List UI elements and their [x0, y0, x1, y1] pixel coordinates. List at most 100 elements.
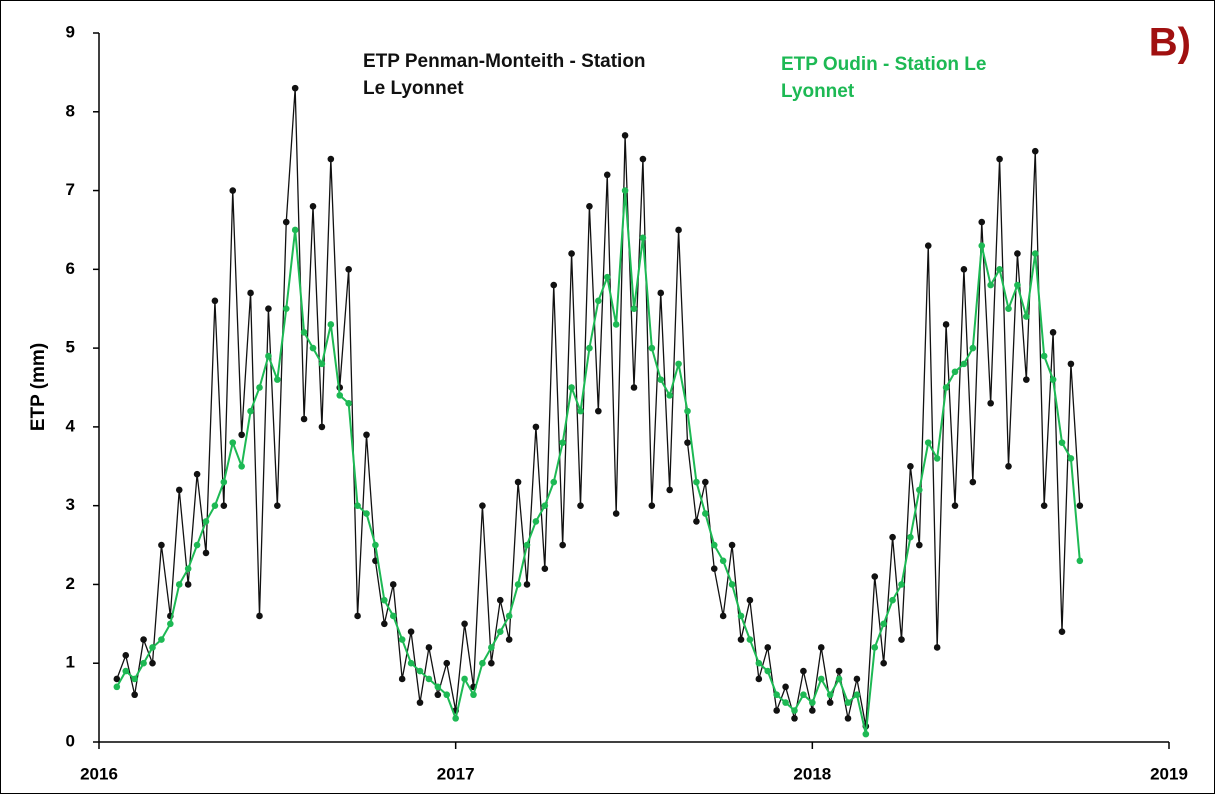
data-point — [523, 581, 531, 588]
data-point — [220, 502, 228, 509]
data-point — [389, 581, 397, 588]
data-point — [612, 321, 620, 328]
data-point — [131, 691, 138, 699]
data-point — [907, 533, 914, 541]
data-point — [728, 541, 736, 549]
data-point — [523, 541, 531, 549]
data-point — [880, 620, 887, 628]
data-point — [630, 384, 638, 391]
data-point — [898, 636, 905, 643]
data-point — [871, 644, 879, 651]
data-point — [416, 667, 424, 675]
series-line — [116, 88, 1081, 727]
data-point — [826, 699, 834, 706]
series-label: ETP Oudin - Station Le Lyonnet — [781, 54, 987, 102]
data-point — [657, 289, 665, 297]
data-point — [853, 691, 861, 699]
data-point — [800, 691, 807, 699]
data-point — [666, 392, 673, 399]
data-point — [719, 557, 727, 565]
data-point — [898, 581, 905, 588]
data-point — [844, 715, 852, 722]
data-point — [113, 683, 121, 691]
data-point — [755, 675, 763, 683]
data-point — [496, 628, 504, 636]
data-point — [559, 541, 566, 549]
data-point — [452, 715, 459, 722]
data-point — [443, 691, 451, 699]
data-point — [425, 675, 433, 683]
data-point — [951, 502, 959, 509]
data-point — [541, 565, 549, 572]
data-point — [300, 415, 308, 423]
data-point — [514, 581, 522, 588]
data-point — [978, 242, 986, 249]
data-point — [880, 659, 887, 667]
data-point — [764, 644, 772, 651]
data-point — [648, 502, 656, 509]
data-point — [247, 289, 254, 297]
data-point — [372, 541, 379, 549]
data-point — [675, 360, 682, 368]
data-point — [933, 644, 941, 651]
y-tick-label: 5 — [66, 338, 75, 357]
data-point — [149, 644, 156, 651]
data-point — [684, 439, 691, 446]
data-point — [737, 612, 745, 620]
data-point — [942, 321, 950, 328]
x-tick-label: 2018 — [793, 764, 831, 783]
y-tick-label: 8 — [66, 101, 75, 120]
data-point — [550, 281, 558, 289]
x-tick-label: 2016 — [80, 764, 118, 783]
data-point — [817, 675, 825, 683]
y-axis-label: ETP (mm) — [28, 343, 49, 431]
data-point — [996, 266, 1003, 273]
y-tick-label: 4 — [66, 416, 76, 435]
data-point — [1058, 439, 1066, 446]
data-point — [1067, 455, 1075, 462]
data-point — [514, 478, 522, 486]
data-point — [282, 305, 290, 313]
data-point — [960, 266, 968, 273]
data-point — [657, 376, 665, 383]
data-point — [434, 683, 442, 691]
data-point — [702, 510, 709, 517]
data-point — [639, 155, 647, 163]
data-point — [265, 305, 272, 313]
data-point — [247, 407, 254, 415]
y-tick-label: 9 — [66, 22, 75, 41]
data-point — [131, 675, 138, 683]
data-point — [603, 273, 611, 281]
data-point — [568, 384, 575, 391]
x-tick-label: 2019 — [1150, 764, 1188, 783]
data-point — [702, 478, 709, 486]
data-point — [407, 659, 415, 667]
data-point — [398, 675, 406, 683]
data-point — [1049, 376, 1057, 383]
data-point — [907, 462, 914, 470]
data-point — [300, 329, 308, 336]
data-point — [550, 478, 558, 486]
data-point — [532, 423, 540, 431]
data-point — [924, 439, 932, 446]
data-point — [809, 699, 816, 706]
data-point — [933, 455, 941, 462]
y-tick-label: 0 — [66, 731, 75, 750]
data-point — [586, 203, 593, 210]
data-point — [844, 699, 852, 706]
y-tick-label: 6 — [66, 259, 75, 278]
data-point — [782, 683, 789, 691]
data-point — [710, 541, 718, 549]
data-point — [193, 541, 201, 549]
data-point — [488, 644, 495, 651]
y-tick-label: 2 — [66, 574, 75, 593]
data-point — [202, 549, 210, 557]
data-point — [737, 636, 745, 643]
data-point — [666, 486, 673, 494]
data-point — [969, 478, 977, 486]
data-point — [336, 392, 344, 399]
data-point — [960, 360, 968, 368]
data-point — [345, 266, 352, 273]
